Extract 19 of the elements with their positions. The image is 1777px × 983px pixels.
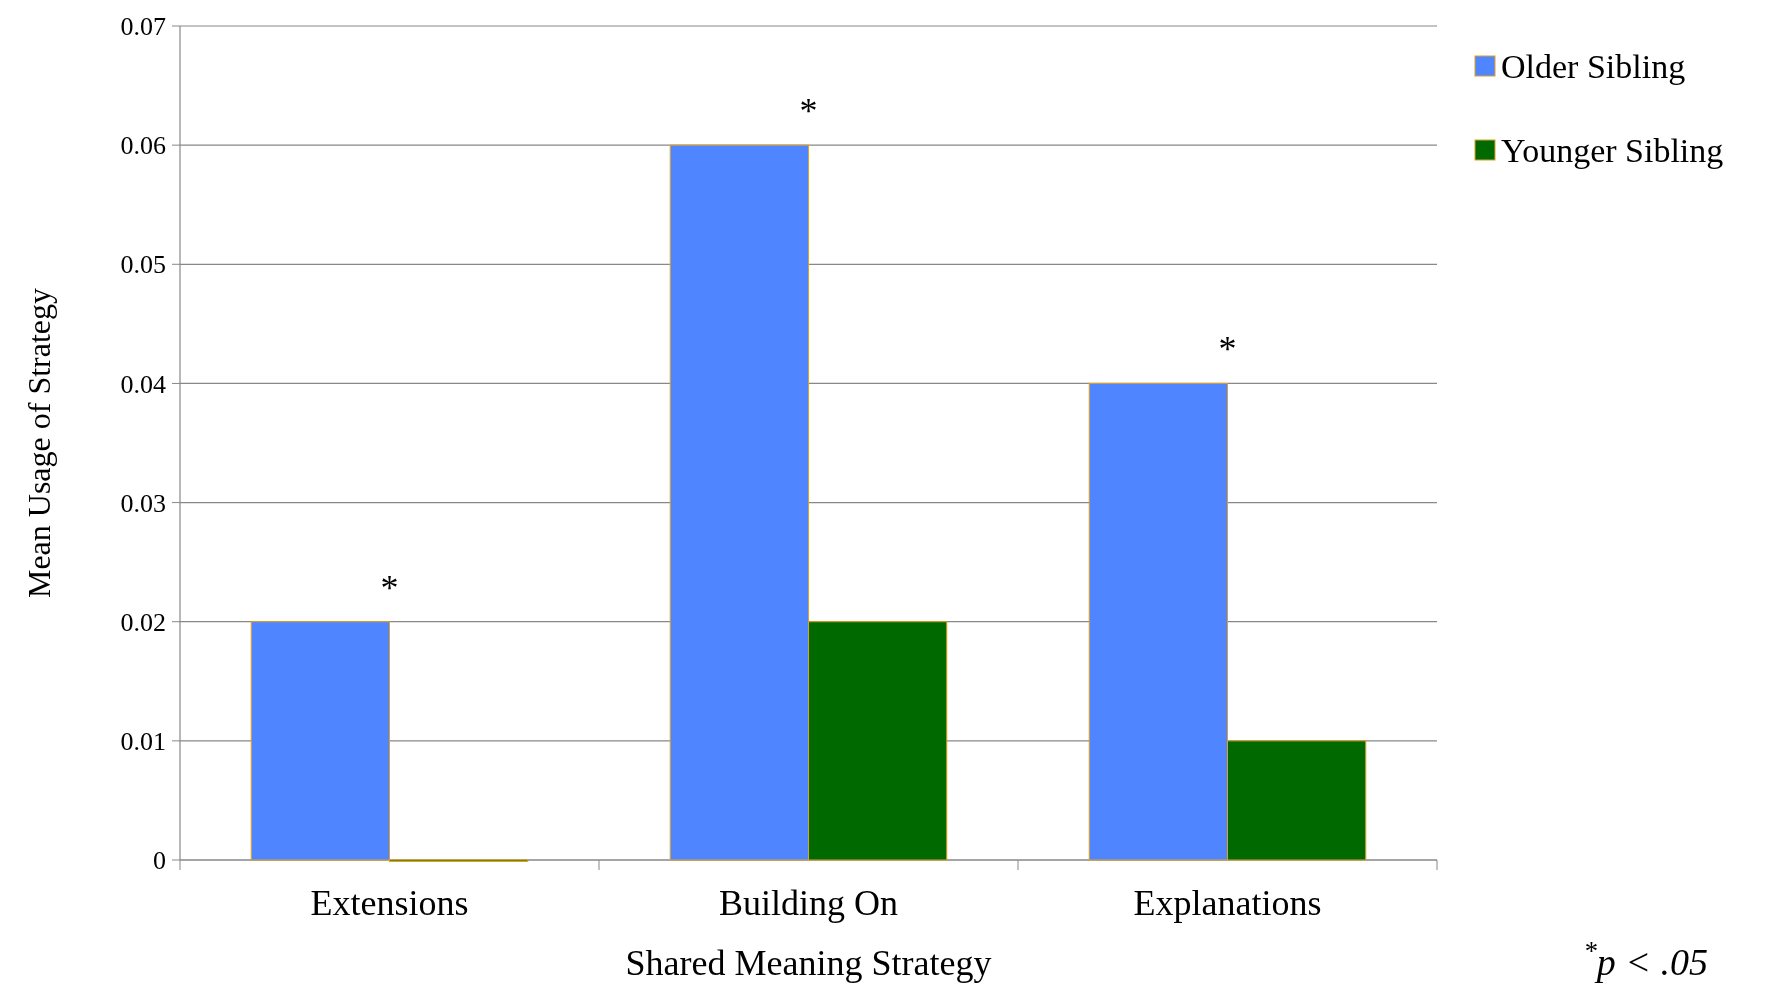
y-tick-label: 0.04: [120, 369, 166, 399]
legend-label: Younger Sibling: [1501, 131, 1724, 169]
y-tick-label: 0.02: [120, 607, 166, 637]
y-tick-label: 0.05: [120, 250, 166, 280]
legend-label: Older Sibling: [1501, 47, 1686, 85]
x-tick-label: Explanations: [1133, 883, 1322, 923]
y-tick-label: 0.03: [120, 488, 166, 518]
x-tick-label: Extensions: [310, 883, 469, 923]
y-tick-label: 0.07: [120, 12, 166, 42]
x-axis-title: Shared Meaning Strategy: [625, 943, 992, 983]
annotation: *: [799, 91, 818, 132]
y-tick-label: 0: [153, 846, 166, 876]
y-axis-title: Mean Usage of Strategy: [21, 287, 57, 599]
text: $^{*}$p < .05: [1583, 936, 1708, 983]
x-tick-label: Building On: [718, 883, 899, 923]
annotation: *: [1218, 329, 1237, 370]
annotation: *: [380, 567, 399, 608]
y-tick-label: 0.06: [120, 131, 166, 161]
y-tick-label: 0.01: [120, 726, 166, 756]
